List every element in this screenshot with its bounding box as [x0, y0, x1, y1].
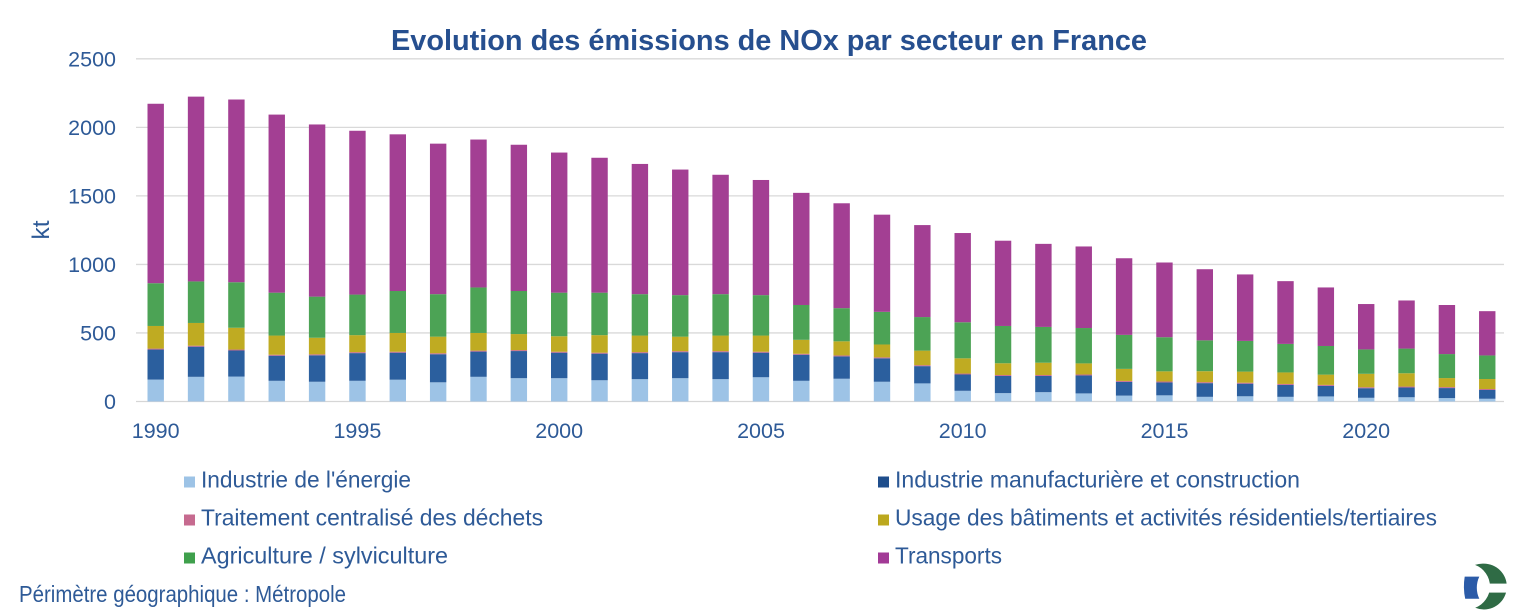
svg-text:2010: 2010: [939, 419, 987, 443]
svg-text:2020: 2020: [1342, 419, 1390, 443]
svg-text:1500: 1500: [68, 184, 116, 208]
svg-text:2005: 2005: [737, 419, 785, 443]
svg-text:Usage des bâtiments et activit: Usage des bâtiments et activités résiden…: [895, 505, 1437, 531]
svg-text:Traitement centralisé des déch: Traitement centralisé des déchets: [201, 505, 543, 531]
svg-text:1000: 1000: [68, 253, 116, 277]
svg-text:2000: 2000: [535, 419, 583, 443]
svg-text:kt: kt: [28, 220, 55, 239]
svg-text:2015: 2015: [1141, 419, 1189, 443]
svg-text:2500: 2500: [68, 47, 116, 71]
svg-text:1995: 1995: [333, 419, 381, 443]
svg-text:1990: 1990: [132, 419, 180, 443]
svg-text:Industrie manufacturière et co: Industrie manufacturière et construction: [895, 467, 1300, 493]
svg-text:Evolution des émissions de NOx: Evolution des émissions de NOx par secte…: [391, 25, 1147, 57]
svg-text:0: 0: [104, 390, 116, 414]
svg-text:Transports: Transports: [895, 543, 1002, 569]
svg-text:Périmètre géographique : Métro: Périmètre géographique : Métropole: [19, 581, 346, 607]
svg-text:Agriculture / sylviculture: Agriculture / sylviculture: [201, 543, 448, 569]
svg-text:500: 500: [80, 321, 116, 345]
svg-text:2000: 2000: [68, 116, 116, 140]
svg-text:Industrie de l'énergie: Industrie de l'énergie: [201, 467, 411, 493]
